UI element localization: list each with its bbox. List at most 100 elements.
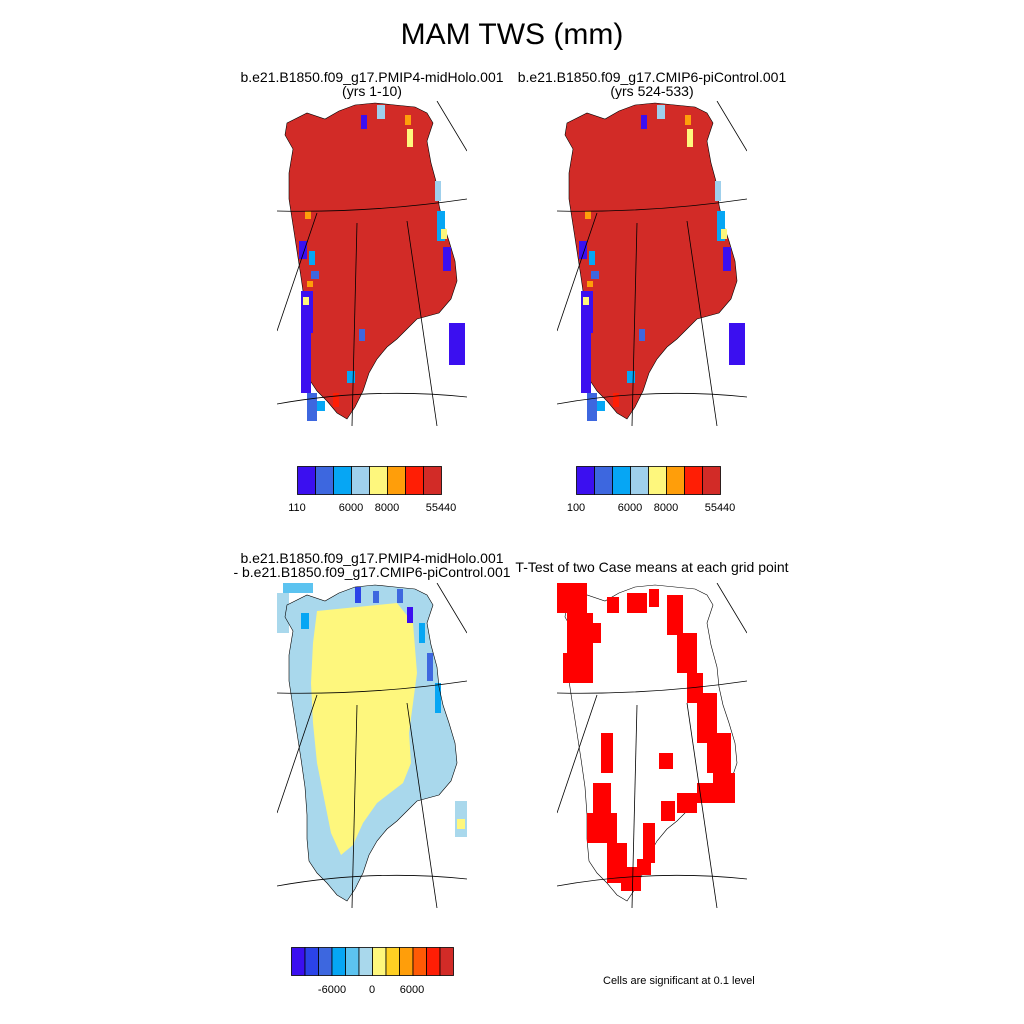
diff-cell-1 [277,593,289,633]
ttest-cell-23 [661,801,675,821]
colorbar-diff-tick-3: 6000 [399,984,425,996]
diff-coastline [284,584,458,902]
case1-cell-9 [435,181,441,201]
colorbar-cell-1 [594,466,613,495]
map-case1 [277,101,467,426]
ttest-cell-20 [621,867,641,891]
colorbar-cell-3 [331,947,346,976]
case2-cell-9 [715,181,721,201]
greenland-field [564,102,738,420]
case2-cell-13 [729,323,745,365]
ttest-cell-0 [557,583,587,613]
colorbar-case1-tick-2: 6000 [338,502,364,514]
panel-2-title-line1: b.e21.B1850.f09_g17.CMIP6-piControl.001 [517,69,787,85]
case2-cell-7 [579,241,587,259]
diff-positive-region [311,603,417,855]
colorbar-case1 [297,466,442,495]
colorbar-cell-7 [385,947,400,976]
panel-3-title-line1: b.e21.B1850.f09_g17.PMIP4-midHolo.001 [240,550,504,566]
colorbar-case2 [576,466,721,495]
colorbar-diff-tick-2: 0 [368,984,376,996]
colorbar-cell-2 [612,466,631,495]
case2-cell-12 [723,247,731,271]
case2-cell-20 [613,393,619,407]
ttest-cell-11 [707,733,731,773]
colorbar-cell-6 [684,466,703,495]
map-ttest [557,583,747,908]
colorbar-cell-0 [297,466,316,495]
case1-cell-15 [405,115,411,125]
colorbar-case1-tick-3: 8000 [374,502,400,514]
colorbar-cell-0 [576,466,595,495]
case2-cell-6 [589,251,595,265]
diff-cell-0 [283,583,313,593]
case2-cell-3 [583,297,589,305]
case1-cell-8 [305,211,311,219]
panel-3-title-line2: - b.e21.B1850.f09_g17.CMIP6-piControl.00… [233,564,511,580]
diff-cell-7 [427,653,433,681]
significance-note: Cells are significant at 0.1 level [603,975,755,987]
colorbar-cell-5 [387,466,406,495]
colorbar-case2-tick-1: 100 [566,502,586,514]
colorbar-cell-5 [666,466,685,495]
diff-cell-2 [355,587,361,603]
diff-cell-6 [419,623,425,643]
colorbar-cell-8 [399,947,414,976]
ttest-cell-3 [585,623,601,643]
colorbar-cell-2 [333,466,352,495]
figure-title: MAM TWS (mm) [400,18,624,51]
panel-1-title-line1: b.e21.B1850.f09_g17.PMIP4-midHolo.001 [240,69,504,85]
case1-cell-14 [407,129,413,147]
panel-1-title: b.e21.B1850.f09_g17.PMIP4-midHolo.001 (y… [222,70,522,98]
colorbar-cell-11 [439,947,454,976]
diff-cell-3 [373,591,379,603]
diff-cell-8 [435,683,441,713]
case1-cell-11 [441,229,447,239]
case1-cell-20 [333,393,339,407]
colorbar-cell-0 [291,947,306,976]
case2-cell-4 [587,281,593,287]
colorbar-cell-7 [702,466,721,495]
ttest-cell-5 [627,593,647,613]
colorbar-cell-1 [304,947,319,976]
case1-cell-18 [347,371,355,383]
case2-cell-17 [641,115,647,129]
colorbar-diff-tick-1: -6000 [317,984,347,996]
colorbar-case2-tick-3: 8000 [653,502,679,514]
colorbar-case2-tick-4: 55440 [704,502,736,514]
colorbar-cell-4 [369,466,388,495]
case1-cell-21 [317,401,325,411]
case1-cell-17 [361,115,367,129]
case2-cell-21 [597,401,605,411]
diff-cell-4 [397,589,403,603]
colorbar-cell-5 [358,947,373,976]
colorbar-cell-4 [345,947,360,976]
ttest-cell-18 [587,813,617,843]
case2-cell-16 [657,105,665,119]
case1-cell-10 [437,211,445,241]
ttest-cell-2 [563,653,593,683]
colorbar-cell-3 [351,466,370,495]
case2-cell-11 [721,229,727,239]
panel-3-title: b.e21.B1850.f09_g17.PMIP4-midHolo.001 - … [222,551,522,579]
case1-cell-13 [449,323,465,365]
colorbar-cell-6 [372,947,387,976]
ttest-cell-15 [659,753,673,769]
case2-cell-10 [717,211,725,241]
case1-cell-12 [443,247,451,271]
case2-cell-8 [585,211,591,219]
case1-cell-5 [311,271,319,279]
colorbar-case2-tick-2: 6000 [617,502,643,514]
ttest-cell-14 [677,793,697,813]
ttest-cell-7 [667,595,683,635]
case2-cell-19 [639,329,645,341]
case1-cell-4 [307,281,313,287]
case1-cell-16 [377,105,385,119]
case1-cell-3 [303,297,309,305]
colorbar-cell-6 [405,466,424,495]
ttest-cell-12 [713,773,735,803]
case2-cell-1 [581,333,591,393]
ttest-cell-22 [643,823,655,863]
colorbar-cell-4 [648,466,667,495]
colorbar-diff [291,947,454,976]
